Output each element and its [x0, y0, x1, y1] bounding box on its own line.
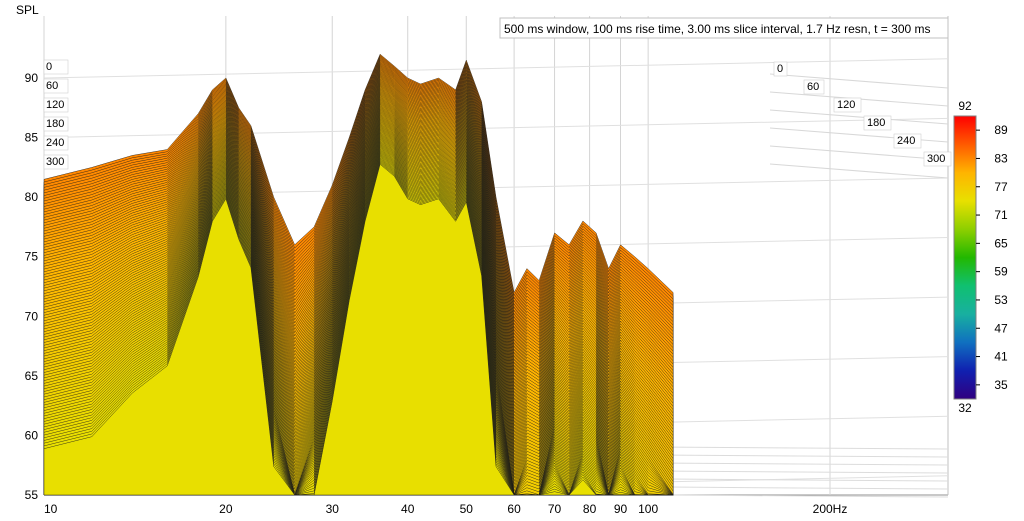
- x-tick-label: 200Hz: [813, 502, 848, 516]
- depth-grid-line: [769, 109, 949, 125]
- depth-label-box: [803, 79, 825, 95]
- y-axis-label: SPL: [16, 3, 39, 17]
- x-tick-label: 90: [614, 502, 628, 516]
- colorbar: 92 32 89 83 77 71 65 59 53 47 41 35: [953, 99, 1008, 415]
- time-tick-right: 120: [837, 99, 855, 111]
- time-tick-left: 0: [46, 61, 52, 73]
- colorbar-tick-label: 59: [994, 265, 1008, 279]
- colorbar-tick-label: 77: [994, 180, 1008, 194]
- x-tick-label: 50: [460, 502, 474, 516]
- time-tick-left: 180: [46, 118, 64, 130]
- depth-label-box: [43, 154, 69, 170]
- depth-grid-line: [769, 145, 949, 161]
- colorbar-min: 32: [958, 401, 972, 415]
- y-tick-label: 90: [25, 71, 39, 85]
- depth-label-box: [773, 61, 788, 77]
- colorbar-max: 92: [958, 99, 972, 113]
- chart-title-box: 500 ms window, 100 ms rise time, 3.00 ms…: [499, 17, 949, 39]
- colorbar-tick-label: 89: [994, 123, 1008, 137]
- time-tick-left: 240: [46, 137, 64, 149]
- colorbar-tick-label: 47: [994, 321, 1008, 335]
- x-tick-label: 30: [326, 502, 340, 516]
- time-tick-right: 180: [867, 117, 885, 129]
- y-tick-label: 70: [25, 309, 39, 323]
- x-tick-label: 10: [44, 502, 58, 516]
- x-tick-label: 40: [401, 502, 415, 516]
- spectrum-slice: [43, 163, 674, 496]
- y-tick-label: 75: [25, 250, 39, 264]
- time-tick-left: 60: [46, 80, 58, 92]
- time-tick-right: 0: [777, 63, 783, 75]
- time-tick-right: 300: [927, 153, 945, 165]
- colorbar-tick-label: 83: [994, 151, 1008, 165]
- depth-grid-line: [769, 73, 949, 89]
- colorbar-tick-label: 65: [994, 236, 1008, 250]
- x-tick-label: 60: [507, 502, 521, 516]
- depth-label-box: [893, 133, 922, 149]
- x-tick-label: 100: [638, 502, 658, 516]
- y-tick-label: 60: [25, 428, 39, 442]
- colorbar-tick-label: 53: [994, 293, 1008, 307]
- depth-label-box: [923, 151, 952, 167]
- y-tick-label: 85: [25, 131, 39, 145]
- colorbar-scale: [953, 115, 977, 400]
- colorbar-tick-label: 35: [994, 378, 1008, 392]
- x-tick-label: 20: [219, 502, 233, 516]
- y-tick-label: 65: [25, 369, 39, 383]
- y-tick-label: 80: [25, 190, 39, 204]
- depth-label-box: [43, 135, 69, 151]
- depth-grid-line: [769, 163, 949, 179]
- chart-title: 500 ms window, 100 ms rise time, 3.00 ms…: [504, 22, 931, 36]
- colorbar-ticks: 89 83 77 71 65 59 53 47 41 35: [976, 123, 1008, 392]
- x-tick-label: 80: [583, 502, 597, 516]
- depth-label-box: [833, 97, 862, 113]
- axis-labels: 10 20 30 40 50 60 70 80 90 100 200Hz 55 60 65 70 75 80 85…: [25, 59, 952, 516]
- x-tick-label: 70: [548, 502, 562, 516]
- depth-label-box: [43, 78, 69, 94]
- y-tick-label: 55: [25, 488, 39, 502]
- depth-label-box: [43, 97, 69, 113]
- time-tick-right: 60: [807, 81, 819, 93]
- time-tick-left: 120: [46, 99, 64, 111]
- colorbar-tick-label: 41: [994, 350, 1008, 364]
- colorbar-tick-label: 71: [994, 208, 1008, 222]
- depth-label-box: [43, 116, 69, 132]
- depth-label-box: [863, 115, 892, 131]
- time-tick-left: 300: [46, 156, 64, 168]
- time-tick-right: 240: [897, 135, 915, 147]
- grid-line-y: [43, 58, 949, 79]
- waterfall-slices: [43, 53, 674, 496]
- depth-label-box: [43, 59, 69, 75]
